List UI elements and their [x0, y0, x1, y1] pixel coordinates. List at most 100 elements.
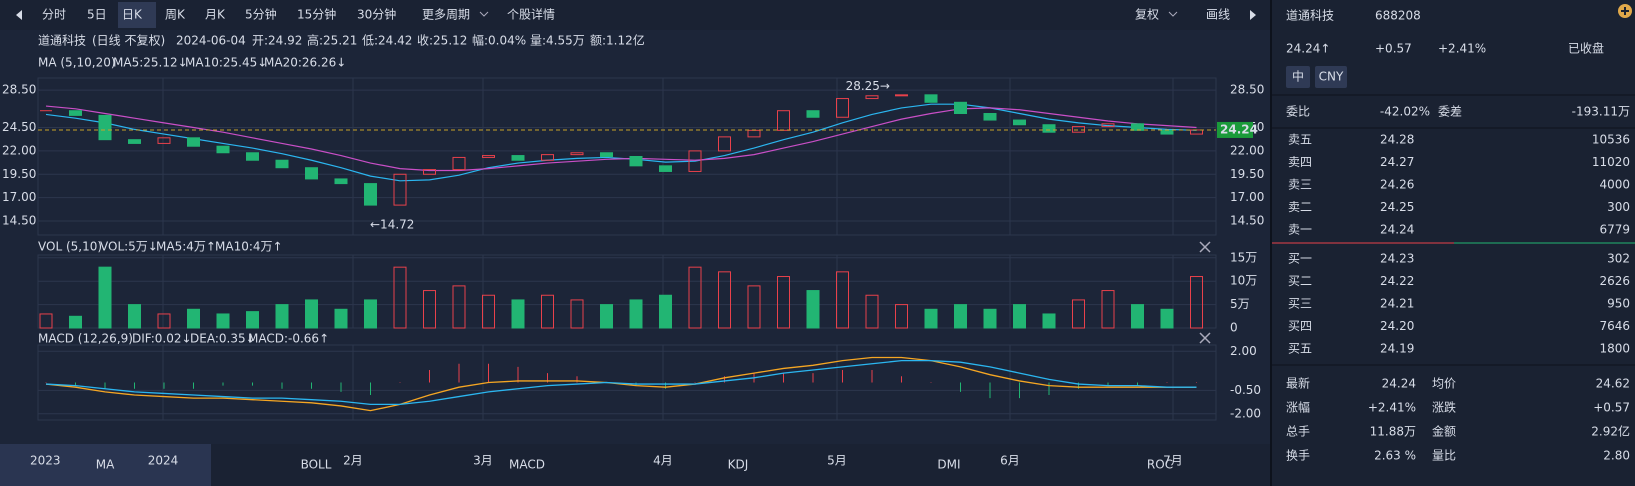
volume-bar — [747, 285, 761, 329]
y-tick-label: 5万 — [1230, 297, 1250, 311]
volume-bar — [39, 313, 53, 329]
x-tick-label: 2024 — [148, 454, 179, 468]
divider — [1270, 0, 1272, 486]
candle — [1013, 119, 1026, 126]
stat-value: 24.24 — [1382, 377, 1416, 391]
candle — [895, 94, 908, 97]
tag-bg — [1286, 66, 1310, 88]
y-tick-label-left: 17.00 — [2, 190, 36, 204]
volume-bar — [482, 294, 495, 329]
book-volume: 7646 — [1599, 319, 1630, 333]
x-tick-label: 6月 — [1000, 454, 1020, 468]
stat-label: 量比 — [1432, 449, 1456, 463]
candle — [629, 156, 643, 167]
add-icon-plus — [1621, 7, 1629, 15]
toolbar-right[interactable]: 画线 — [1206, 8, 1230, 22]
legend-entry: DIF:0.02↓ — [132, 332, 192, 346]
y-tick-label: 2.00 — [1230, 344, 1257, 358]
toolbar-right[interactable]: 复权 — [1135, 8, 1159, 22]
volume-bar — [806, 290, 820, 329]
info-item: 高:25.21 — [307, 33, 357, 48]
stat-label: 金额 — [1432, 424, 1456, 439]
ratio-label: 委比 — [1286, 105, 1310, 119]
candle — [865, 95, 879, 100]
indicator-tab[interactable]: BOLL — [301, 458, 332, 472]
legend-entry: VOL:5万↓ — [100, 240, 158, 254]
legend-entry: MA5:25.12↓ — [113, 56, 188, 70]
toolbar-tab[interactable]: 周K — [165, 8, 186, 22]
toolbar-tab[interactable]: 30分钟 — [357, 7, 396, 22]
stat-label: 换手 — [1286, 449, 1310, 463]
ratio-label: 委差 — [1438, 105, 1462, 119]
stat-value: +2.41% — [1368, 401, 1416, 415]
indicator-tab[interactable]: DMI — [937, 458, 960, 472]
y-tick-label: 28.50 — [1230, 83, 1264, 97]
volume-bar — [924, 308, 938, 329]
dropdown-caret — [1168, 11, 1178, 17]
toolbar-tab[interactable]: 更多周期 — [422, 8, 470, 22]
stat-value: 2.63 % — [1374, 449, 1416, 463]
toolbar-tab[interactable]: 5日 — [87, 8, 107, 22]
book-level: 买五 — [1288, 342, 1312, 356]
tag: 中 — [1292, 69, 1304, 84]
legend-entry: MA20:26.26↓ — [264, 56, 346, 70]
x-tick-label: 3月 — [473, 454, 493, 468]
stat-value: 11.88万 — [1370, 425, 1416, 439]
candle — [423, 169, 436, 175]
x-tick-label: 4月 — [653, 454, 673, 468]
candle — [246, 152, 259, 161]
toolbar-tab[interactable]: 5分钟 — [245, 7, 277, 22]
book-volume: 10536 — [1592, 133, 1630, 147]
candle — [718, 136, 731, 152]
candle — [275, 159, 289, 169]
toolbar-tab[interactable]: 月K — [205, 8, 226, 22]
book-level: 买四 — [1288, 319, 1312, 333]
candle — [334, 178, 348, 185]
volume-bar — [334, 308, 348, 329]
stat-label: 最新 — [1286, 376, 1310, 391]
candle — [69, 110, 82, 116]
volume-bar — [187, 308, 200, 329]
toolbar-tab[interactable]: 分时 — [42, 8, 66, 22]
volume-bar — [570, 299, 584, 329]
candle — [600, 152, 613, 157]
book-volume: 950 — [1607, 297, 1630, 311]
toolbar-tab[interactable]: 日K — [122, 8, 143, 22]
candle — [1131, 123, 1144, 131]
book-level: 卖四 — [1288, 155, 1312, 169]
y-tick-label-left: 28.50 — [2, 83, 36, 97]
y-tick-label: 17.00 — [1230, 190, 1264, 204]
stock-name: 道通科技 — [1286, 9, 1334, 23]
y-tick-label-left: 14.50 — [2, 213, 36, 227]
indicator-tab[interactable]: MACD — [509, 458, 545, 472]
tag: CNY — [1319, 70, 1344, 84]
y-tick-label: 14.50 — [1230, 213, 1264, 227]
book-volume: 1800 — [1599, 342, 1630, 356]
toolbar-tab[interactable]: 个股详情 — [507, 7, 555, 22]
y-tick-label: 0 — [1230, 321, 1238, 335]
legend-entry: MA5:4万↑ — [156, 240, 216, 254]
y-tick-label: 10万 — [1230, 274, 1257, 288]
ratio-value: -193.11万 — [1572, 105, 1630, 119]
volume-bar — [718, 271, 731, 329]
indicator-tab[interactable]: MA — [96, 458, 115, 472]
toolbar-bg — [0, 0, 1270, 30]
candle — [1101, 123, 1115, 128]
stat-label: 均价 — [1432, 377, 1456, 391]
volume-bar — [98, 266, 112, 329]
volume-bar — [1160, 308, 1174, 329]
candle — [688, 150, 702, 172]
close-icons[interactable] — [1199, 241, 1211, 344]
toolbar-tab[interactable]: 15分钟 — [297, 7, 336, 22]
x-tick-label: 5月 — [827, 454, 847, 468]
candle — [187, 137, 200, 147]
stat-value: 24.62 — [1596, 377, 1630, 391]
volume-bar — [1072, 299, 1085, 329]
indicator-tab[interactable]: ROC — [1147, 458, 1173, 472]
volume-bar — [777, 276, 790, 329]
volume-bar — [541, 294, 554, 329]
book-volume: 302 — [1607, 252, 1630, 266]
stat-label: 涨跌 — [1432, 400, 1456, 415]
indicator-tab[interactable]: KDJ — [728, 458, 749, 472]
book-volume: 6779 — [1599, 223, 1630, 237]
